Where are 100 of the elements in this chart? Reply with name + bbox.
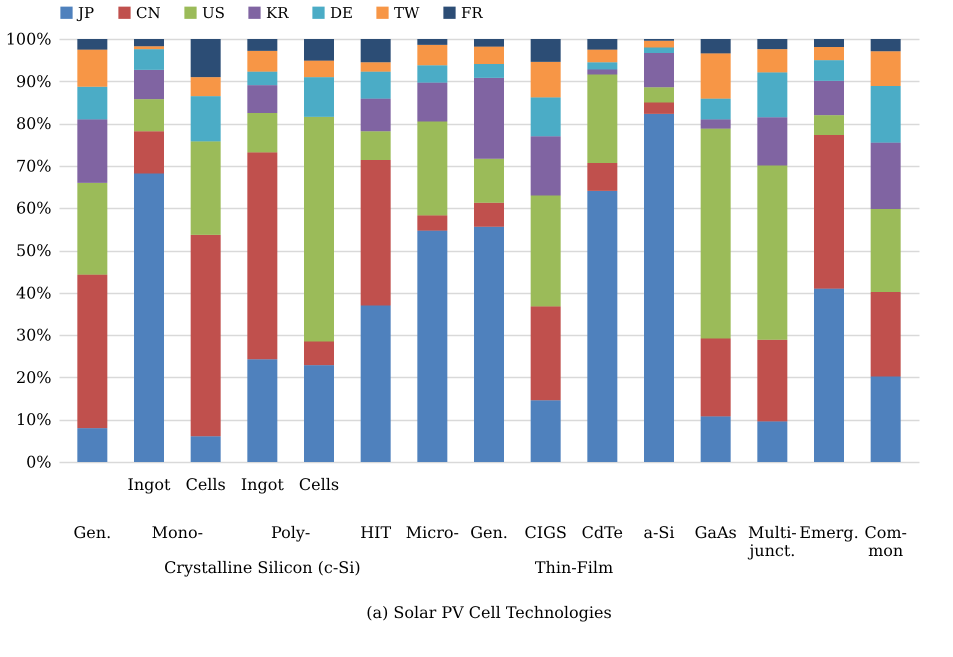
bar: [587, 39, 618, 50]
bar: [644, 47, 674, 53]
bar: [530, 97, 561, 136]
bar: [530, 196, 561, 306]
bar: [700, 98, 731, 120]
bar: [474, 39, 504, 47]
bar: [417, 230, 448, 462]
bar: [814, 288, 844, 462]
bar: [417, 215, 448, 231]
bar: [304, 341, 334, 366]
bar: [644, 52, 674, 88]
bar: [644, 102, 674, 114]
bar: [474, 226, 504, 462]
bar: [190, 96, 221, 142]
text: (a) Solar PV Cell Technologies: [366, 603, 612, 622]
y-tick-label: 10%: [16, 410, 52, 430]
y-tick-label: 90%: [16, 72, 52, 91]
bar: [587, 62, 618, 70]
bar: [757, 421, 788, 462]
bar: [700, 338, 731, 416]
bar: [587, 50, 618, 62]
bar: [474, 158, 504, 203]
bar: [77, 428, 108, 462]
bar: [304, 77, 334, 117]
bar: [757, 39, 788, 50]
x-tick-label: Cells: [186, 475, 226, 494]
bar: [417, 44, 448, 66]
bar: [417, 39, 448, 45]
x-tick-label: GaAs: [694, 523, 737, 542]
bar: [870, 209, 901, 292]
bar: [474, 64, 504, 78]
x-tick-label: CdTe: [582, 523, 624, 542]
y-tick-label: 80%: [16, 114, 52, 134]
bar: [304, 365, 334, 462]
bar: [247, 113, 278, 152]
bar: [77, 182, 108, 275]
text: Crystalline Silicon (c-Si): [164, 558, 361, 577]
bar: [757, 340, 788, 422]
bar: [757, 49, 788, 72]
x-tick-label: Micro-: [406, 523, 459, 542]
bar: [530, 39, 561, 62]
bar: [474, 78, 504, 159]
bar: [870, 142, 901, 210]
text: Thin-Film: [534, 558, 614, 577]
bar: [134, 39, 164, 46]
bar: [870, 376, 901, 462]
bar: [360, 98, 391, 132]
x-tick-label: CIGS: [524, 523, 567, 542]
bar: [190, 39, 221, 78]
bar: [77, 50, 108, 87]
bar: [700, 119, 731, 129]
bar: [474, 202, 504, 227]
bar: [814, 135, 844, 289]
bar: [134, 174, 164, 462]
bar: [360, 72, 391, 99]
bar: [814, 80, 844, 116]
bar: [247, 359, 278, 462]
bar: [530, 136, 561, 196]
bar: [304, 60, 334, 78]
bar: [360, 305, 391, 462]
bar: [247, 39, 278, 51]
bar: [870, 51, 901, 86]
legend-label: US: [202, 4, 225, 22]
x-tick-label: Cells: [298, 475, 340, 494]
x-tick-label: Ingot: [240, 475, 284, 494]
bar: [814, 60, 844, 81]
x-tick-label: Ingot: [128, 475, 172, 494]
y-tick-label: 40%: [16, 283, 52, 302]
y-tick-label: 50%: [16, 241, 52, 260]
y-tick-label: 70%: [16, 156, 52, 176]
y-tick-label: 30%: [16, 326, 52, 345]
x-tick-label: Multi- junct.: [747, 523, 797, 560]
bar: [757, 165, 788, 340]
bar: [417, 121, 448, 216]
bar: [530, 62, 561, 98]
bar: [134, 46, 164, 50]
bar: [247, 152, 278, 360]
bar: [77, 39, 108, 50]
y-tick-label: 60%: [16, 198, 52, 218]
bar: [190, 436, 221, 462]
bar: [587, 69, 618, 75]
bar: [360, 160, 391, 306]
bar: [417, 65, 448, 83]
legend-label: DE: [330, 4, 353, 22]
bar: [814, 115, 844, 136]
bar: [247, 85, 278, 114]
bar: [700, 416, 731, 462]
legend-label: JP: [76, 4, 94, 22]
bar: [417, 82, 448, 122]
bar: [474, 46, 504, 64]
bar: [190, 234, 221, 436]
bar: [870, 292, 901, 377]
x-tick-label: a-Si: [643, 523, 675, 542]
bar: [190, 77, 221, 96]
text: Mono-: [152, 523, 204, 542]
x-tick-label: Com- mon: [864, 523, 907, 560]
bar: [644, 87, 674, 102]
text: Poly-: [271, 523, 310, 542]
bar: [644, 40, 674, 48]
y-tick-label: 20%: [16, 368, 52, 387]
